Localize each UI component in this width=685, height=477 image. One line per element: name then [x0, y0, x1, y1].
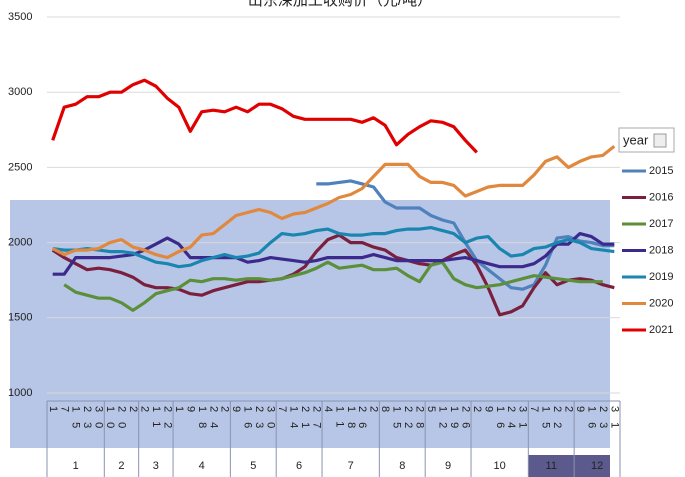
x-tick-label: 1	[173, 406, 185, 422]
x-tick-label: 23	[81, 406, 93, 438]
x-tick-label: 22	[402, 406, 414, 438]
x-tick-label: 15	[540, 406, 552, 438]
month-label: 4	[199, 460, 205, 472]
month-label: 3	[153, 460, 159, 472]
x-tick-label: 5	[425, 406, 437, 422]
x-tick-label: 16	[494, 406, 506, 438]
x-tick-label: 28	[414, 406, 426, 438]
x-tick-label: 24	[207, 406, 219, 438]
x-tick-label: 22	[551, 406, 563, 438]
x-tick-label: 24	[505, 406, 517, 438]
chart-title: 山东深加工收购价（元/吨）	[248, 0, 432, 9]
x-tick-label: 15	[70, 406, 82, 438]
x-tick-label: 2	[471, 406, 483, 422]
y-tick-label: 2000	[8, 237, 32, 249]
x-tick-label: 20	[116, 406, 128, 438]
y-tick-label: 1000	[8, 387, 32, 399]
month-label: 8	[399, 460, 405, 472]
month-label: 12	[591, 460, 603, 472]
x-tick-label: 7	[276, 406, 288, 422]
glitch-bar	[528, 455, 610, 477]
x-tick-label: 18	[196, 406, 208, 438]
x-tick-label: 12	[436, 406, 448, 438]
x-tick-label: 26	[459, 406, 471, 438]
x-tick-label: 26	[356, 406, 368, 438]
legend-label: 2021	[649, 324, 673, 336]
series-line	[51, 233, 615, 317]
series-line	[51, 145, 616, 260]
x-tick-label: 2	[139, 406, 151, 422]
x-tick-label: 31	[608, 406, 620, 438]
month-label: 6	[296, 460, 302, 472]
month-label: 10	[494, 460, 506, 472]
x-tick-label: 19	[448, 406, 460, 438]
x-tick-label: 2	[563, 406, 575, 422]
x-tick-label: 16	[585, 406, 597, 438]
month-label: 11	[546, 460, 557, 472]
x-tick-label: 9	[482, 406, 494, 422]
x-tick-label: 8	[379, 406, 391, 422]
legend-label: 2017	[649, 218, 673, 230]
month-label: 5	[250, 460, 256, 472]
legend-label: 2018	[649, 244, 673, 256]
x-tick-label: 2	[127, 406, 139, 422]
month-label: 2	[118, 460, 124, 472]
x-tick-label: 21	[299, 406, 311, 438]
y-tick-label: 3500	[8, 11, 32, 23]
legend-title: year	[623, 132, 649, 147]
x-tick-label: 11	[150, 406, 162, 437]
x-tick-label: 2	[219, 406, 231, 422]
x-tick-label: 22	[161, 406, 173, 438]
x-tick-label: 9	[230, 406, 242, 422]
x-tick-label: 4	[322, 406, 334, 422]
x-tick-label: 27	[310, 406, 322, 438]
month-label: 7	[348, 460, 354, 472]
x-tick-label: 1	[47, 406, 59, 422]
filter-button[interactable]	[653, 133, 667, 148]
legend-label: 2019	[649, 271, 673, 283]
x-tick-label: 30	[265, 406, 277, 438]
y-tick-label: 2500	[8, 161, 32, 173]
legend-label: 2015	[649, 165, 673, 177]
x-tick-label: 15	[391, 406, 403, 438]
x-tick-label: 2	[368, 406, 380, 422]
y-tick-label: 1500	[8, 312, 32, 324]
x-tick-label: 11	[333, 406, 345, 437]
x-tick-label: 16	[242, 406, 254, 438]
x-tick-label: 7	[58, 406, 70, 422]
month-label: 9	[445, 460, 451, 472]
x-tick-label: 9	[574, 406, 586, 422]
x-tick-label: 7	[528, 406, 540, 422]
series-line	[52, 232, 615, 276]
x-tick-label: 14	[287, 406, 299, 438]
x-tick-label: 18	[345, 406, 357, 438]
x-tick-label: 23	[253, 406, 265, 438]
legend-label: 2016	[649, 191, 673, 203]
x-tick-label: 9	[184, 406, 196, 422]
x-tick-label: 30	[93, 406, 105, 438]
x-tick-label: 10	[104, 406, 116, 438]
x-tick-label: 31	[517, 406, 529, 438]
series-line	[63, 260, 603, 312]
x-tick-label: 23	[597, 406, 609, 438]
series-line	[51, 78, 478, 154]
series-line	[52, 226, 615, 269]
y-tick-label: 3000	[8, 86, 32, 98]
legend-label: 2020	[649, 297, 673, 309]
month-label: 1	[73, 460, 79, 472]
